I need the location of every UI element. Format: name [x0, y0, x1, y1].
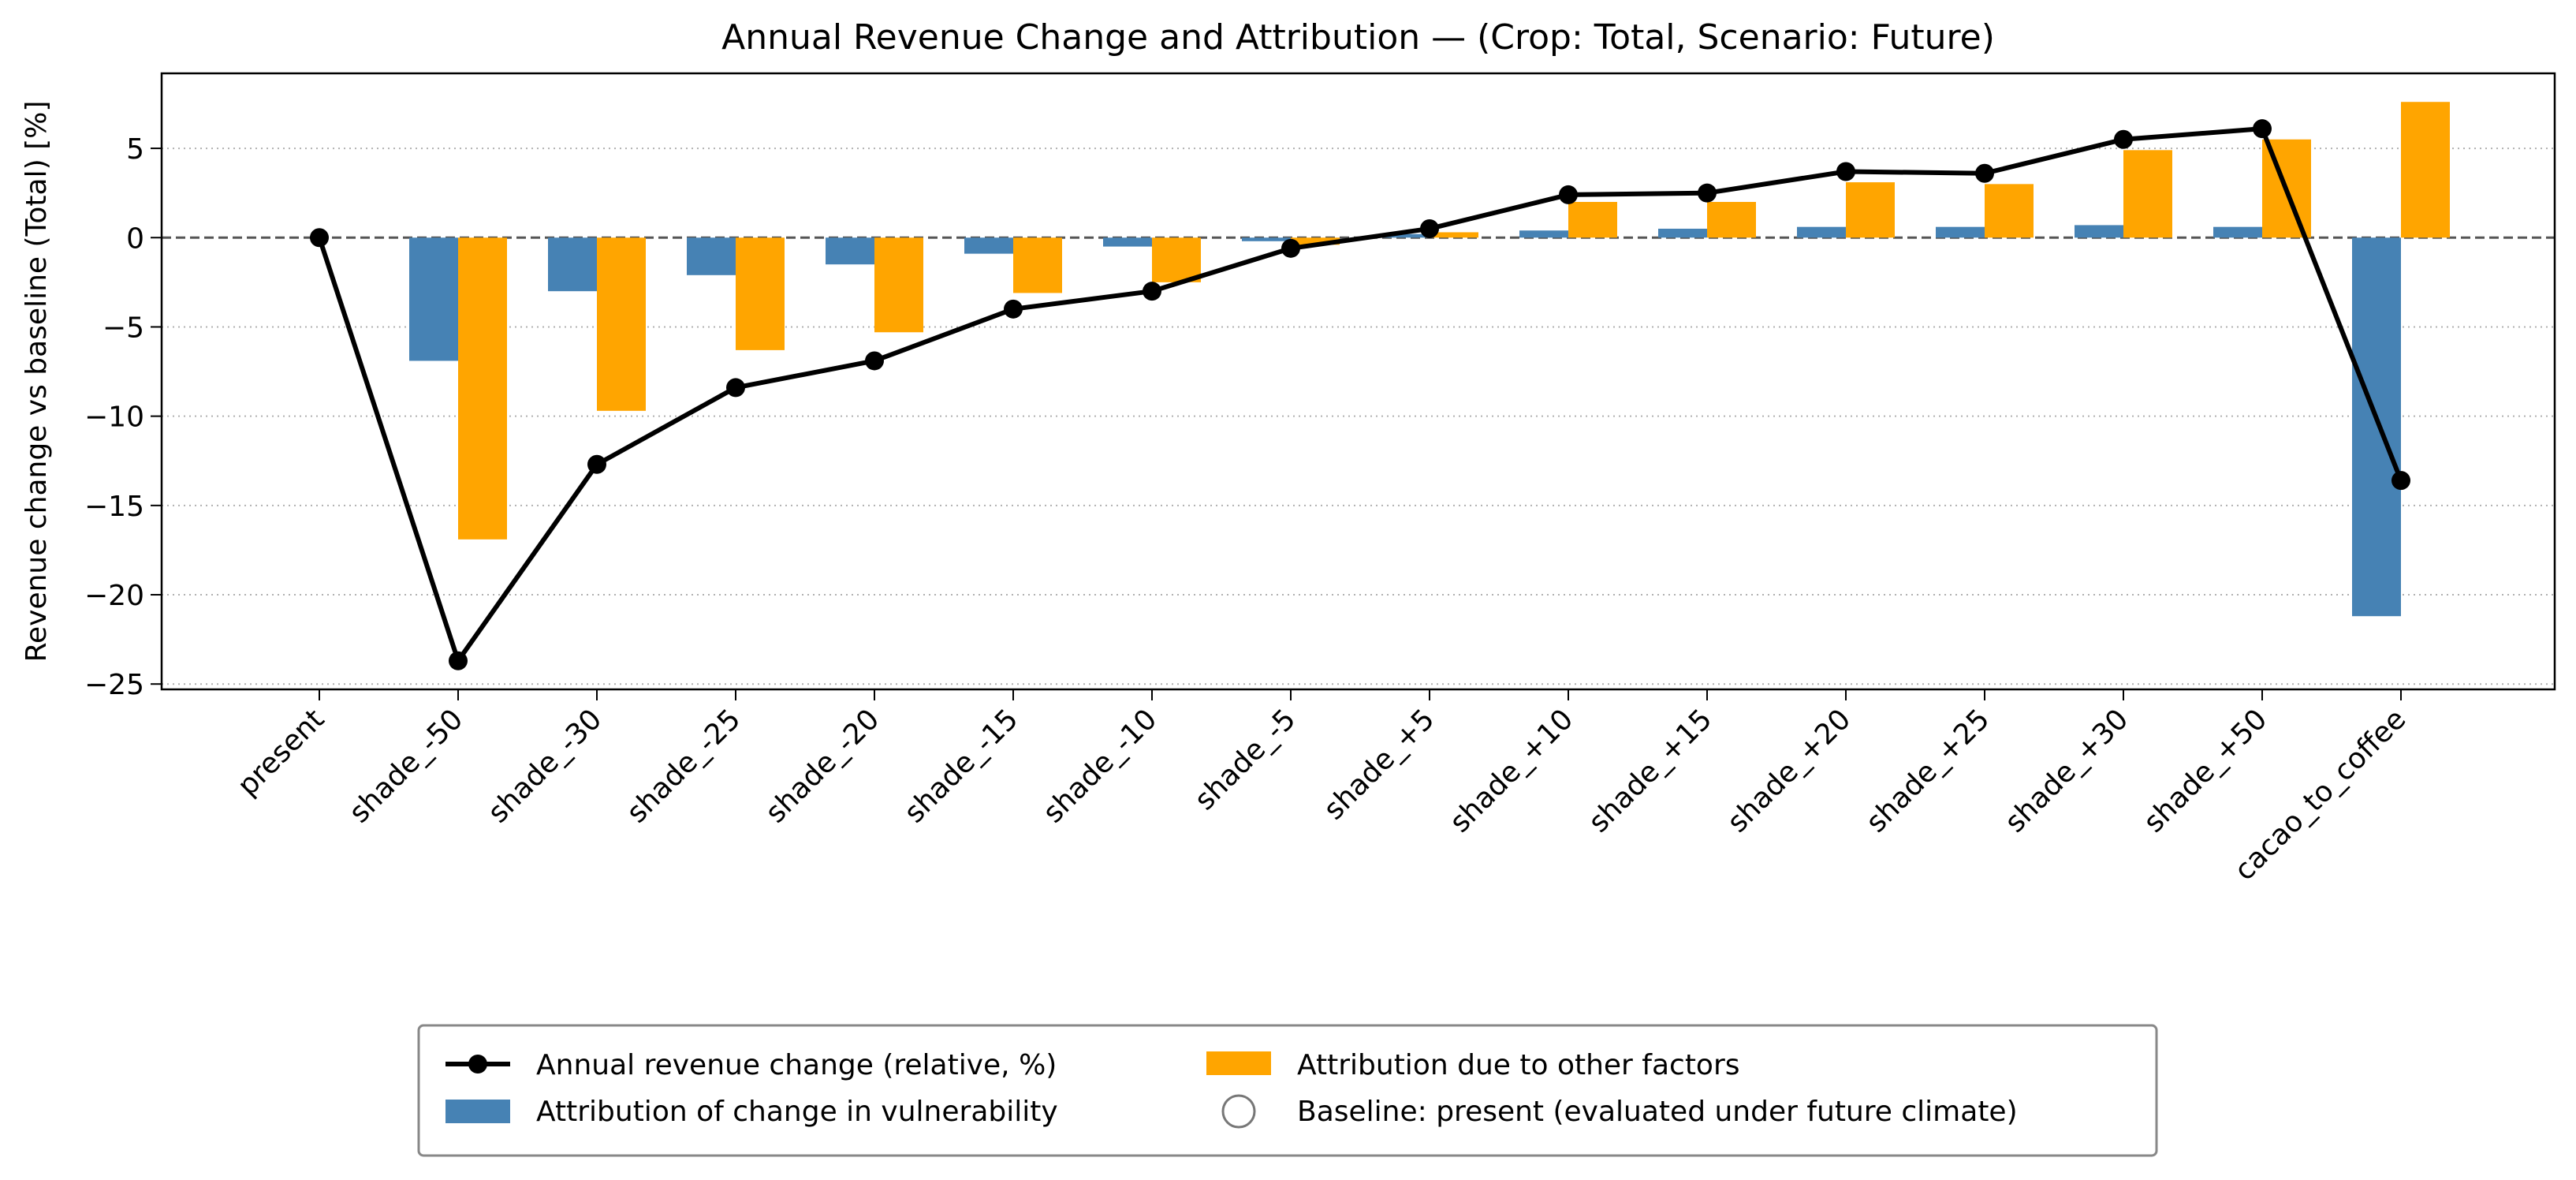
revenue-point — [1420, 218, 1439, 238]
x-tick-label: shade_+50 — [2138, 703, 2273, 838]
legend-swatch-other-factors — [1206, 1051, 1271, 1075]
bar-other-factors — [874, 237, 923, 333]
revenue-line — [310, 119, 2410, 670]
legend-box — [417, 1024, 2158, 1157]
bar-vulnerability — [1103, 237, 1152, 247]
legend-label-baseline: Baseline: present (evaluated under futur… — [1297, 1096, 2018, 1128]
x-tick-label: shade_-50 — [343, 703, 469, 829]
axes: 5 0 −5 −10 −15 −20 −25 present shade_-50 shade_-3… — [84, 72, 2556, 887]
bar-vulnerability — [2352, 237, 2401, 617]
revenue-point — [310, 228, 329, 248]
legend-line-marker — [468, 1055, 487, 1074]
revenue-point — [2253, 119, 2272, 139]
legend: Annual revenue change (relative, %) Attri… — [417, 1024, 2158, 1157]
y-tick-label: 5 — [126, 133, 144, 166]
revenue-point — [587, 454, 606, 474]
bar-other-factors — [1846, 182, 1895, 238]
bar-vulnerability — [409, 237, 458, 361]
bars — [409, 102, 2450, 617]
revenue-point — [1836, 162, 1855, 181]
bar-vulnerability — [1519, 230, 1568, 238]
revenue-point — [726, 378, 745, 398]
revenue-point — [1559, 185, 1578, 204]
grid-lines — [162, 148, 2555, 685]
bar-other-factors — [1430, 232, 1478, 238]
bar-vulnerability — [1936, 226, 1985, 238]
x-tick-label: shade_+30 — [1999, 703, 2134, 838]
x-tick-label: shade_+5 — [1318, 703, 1441, 826]
revenue-point — [1004, 299, 1023, 319]
y-tick-label: −15 — [84, 491, 144, 523]
revenue-point — [2114, 129, 2133, 149]
y-tick-label: 0 — [126, 222, 144, 255]
bar-other-factors — [458, 237, 507, 540]
x-tick-label: shade_-25 — [621, 703, 747, 829]
bar-other-factors — [2401, 102, 2450, 238]
bar-other-factors — [1707, 201, 1756, 238]
bar-vulnerability — [548, 237, 597, 292]
bar-other-factors — [1568, 201, 1617, 238]
bar-other-factors — [1152, 237, 1201, 282]
x-tick-label: shade_-5 — [1188, 703, 1302, 816]
bar-other-factors — [1291, 237, 1340, 245]
bar-vulnerability — [1381, 233, 1430, 238]
bar-other-factors — [597, 237, 646, 411]
legend-label-other-factors: Attribution due to other factors — [1297, 1049, 1740, 1081]
bar-other-factors — [2123, 150, 2172, 238]
revenue-point — [449, 651, 468, 670]
plot-frame — [160, 72, 2556, 691]
revenue-point — [1143, 282, 1161, 301]
revenue-line-path — [317, 126, 2403, 663]
revenue-point — [1698, 183, 1717, 203]
x-tick-label: present — [232, 703, 331, 802]
bar-vulnerability — [2213, 226, 2262, 238]
chart-title: Annual Revenue Change and Attribution — … — [721, 17, 1995, 58]
x-tick-label: shade_-15 — [898, 703, 1024, 829]
x-tick-label: shade_-30 — [482, 703, 608, 829]
legend-swatch-vulnerability — [445, 1100, 510, 1123]
bar-other-factors — [1013, 237, 1062, 293]
bar-vulnerability — [2075, 225, 2123, 238]
x-tick-label: shade_+25 — [1860, 703, 1996, 838]
legend-baseline-marker — [1221, 1094, 1256, 1129]
bar-vulnerability — [964, 237, 1013, 254]
y-tick-label: −10 — [84, 401, 144, 434]
x-tick-label: shade_+15 — [1583, 703, 1718, 838]
bar-other-factors — [1985, 184, 2034, 238]
bar-vulnerability — [826, 237, 874, 265]
revenue-point — [1281, 238, 1300, 258]
y-axis-label: Revenue change vs baseline (Total) [%] — [21, 101, 53, 663]
bar-vulnerability — [687, 237, 736, 275]
y-tick-label: −25 — [84, 669, 144, 701]
y-tick-label: −20 — [84, 580, 144, 612]
bar-vulnerability — [1242, 237, 1291, 241]
x-tick-label: shade_+20 — [1721, 703, 1857, 838]
revenue-point — [2391, 471, 2410, 491]
revenue-point — [865, 351, 884, 371]
revenue-point — [1975, 163, 1994, 183]
x-tick-label: shade_-10 — [1037, 703, 1163, 829]
bar-other-factors — [736, 237, 785, 350]
legend-label-revenue: Annual revenue change (relative, %) — [536, 1049, 1057, 1081]
x-tick-label: shade_-20 — [759, 703, 885, 829]
bar-vulnerability — [1797, 226, 1846, 238]
y-tick-label: −5 — [103, 312, 144, 344]
x-tick-label: shade_+10 — [1444, 703, 1579, 838]
legend-label-vulnerability: Attribution of change in vulnerability — [536, 1096, 1058, 1128]
bar-vulnerability — [1658, 228, 1707, 238]
